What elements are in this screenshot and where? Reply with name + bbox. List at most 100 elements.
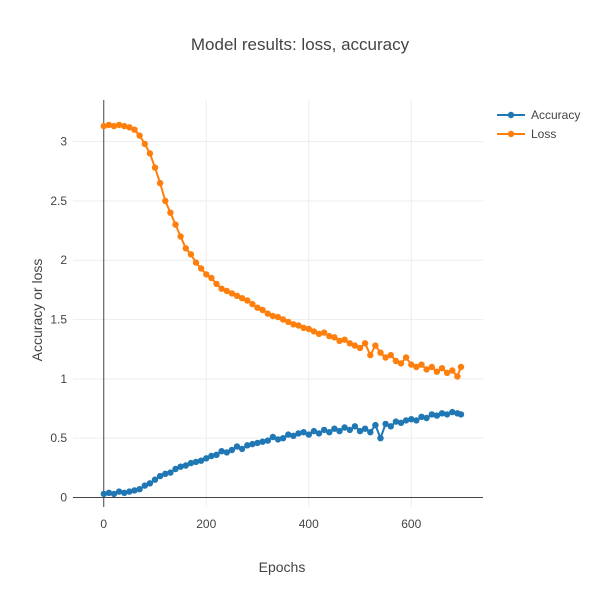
- data-point: [326, 332, 333, 340]
- data-point: [326, 429, 333, 436]
- legend-item-accuracy[interactable]: Accuracy: [497, 108, 580, 122]
- data-point: [151, 164, 159, 171]
- y-tick-label: 2: [60, 253, 67, 267]
- data-point: [428, 411, 435, 418]
- data-point: [331, 425, 338, 432]
- data-point: [105, 121, 113, 129]
- data-point: [351, 342, 359, 349]
- data-point: [438, 410, 446, 417]
- axes-layer: 0 200 400 600 0 0.5 1 1.5 2 2.5 3: [50, 100, 483, 531]
- data-point: [428, 363, 435, 371]
- data-point: [449, 367, 456, 374]
- data-point: [449, 408, 456, 416]
- data-point: [264, 437, 271, 444]
- data-point: [443, 369, 451, 377]
- data-point: [443, 411, 451, 418]
- data-point: [310, 427, 318, 435]
- data-point: [305, 325, 312, 333]
- data-point: [377, 435, 384, 442]
- data-point: [238, 295, 246, 302]
- data-point: [438, 365, 446, 372]
- data-point: [367, 429, 374, 436]
- series-layer: [100, 121, 465, 498]
- y-tick-label: 3: [60, 135, 67, 149]
- data-point: [167, 469, 174, 476]
- data-point: [315, 430, 323, 437]
- data-point: [177, 233, 184, 240]
- data-point: [377, 349, 384, 356]
- data-point: [305, 431, 312, 438]
- data-point: [156, 472, 164, 480]
- data-point: [131, 487, 138, 494]
- data-point: [254, 439, 261, 447]
- data-point: [192, 259, 200, 266]
- data-point: [228, 446, 236, 454]
- data-point: [208, 452, 215, 460]
- data-point: [146, 480, 154, 487]
- data-point: [290, 321, 297, 328]
- data-point: [269, 433, 277, 441]
- series-loss: [100, 121, 465, 380]
- data-point: [295, 322, 302, 329]
- data-point: [457, 363, 465, 371]
- x-tick-label: 200: [196, 517, 216, 531]
- legend-swatch-marker: [507, 111, 515, 119]
- data-point: [249, 300, 256, 308]
- data-point: [213, 280, 220, 288]
- data-point: [285, 318, 292, 326]
- data-point: [310, 328, 318, 335]
- data-point: [187, 251, 195, 258]
- data-point: [336, 337, 343, 345]
- data-point: [418, 413, 425, 420]
- data-point: [433, 412, 441, 419]
- data-point: [141, 482, 148, 489]
- data-point: [244, 297, 251, 304]
- data-point: [126, 124, 133, 131]
- data-point: [203, 271, 210, 278]
- data-point: [279, 435, 287, 442]
- data-point: [223, 449, 230, 456]
- data-point: [254, 304, 261, 311]
- data-point: [392, 357, 400, 365]
- data-point: [249, 440, 256, 448]
- data-point: [320, 329, 328, 336]
- data-point: [126, 488, 133, 495]
- data-point: [351, 423, 359, 430]
- data-point: [341, 336, 348, 343]
- data-point: [187, 459, 195, 467]
- data-point: [136, 486, 143, 493]
- data-point: [182, 245, 189, 252]
- data-point: [300, 429, 307, 436]
- data-point: [162, 197, 169, 205]
- data-point: [457, 411, 465, 418]
- data-point: [382, 354, 389, 361]
- data-point: [320, 426, 328, 434]
- legend-item-loss[interactable]: Loss: [497, 127, 556, 141]
- data-point: [218, 285, 225, 292]
- x-axis-title: Epochs: [259, 559, 306, 575]
- y-tick-label: 1: [60, 372, 67, 386]
- y-tick-label: 1.5: [50, 313, 67, 327]
- data-point: [423, 414, 430, 422]
- data-point: [213, 451, 220, 458]
- data-point: [413, 363, 420, 371]
- data-point: [392, 418, 400, 425]
- data-point: [136, 132, 143, 139]
- data-point: [413, 417, 420, 424]
- data-point: [387, 351, 394, 359]
- data-point: [397, 360, 405, 367]
- y-tick-label: 0.5: [50, 431, 67, 445]
- data-point: [233, 443, 241, 450]
- data-point: [115, 488, 123, 495]
- data-point: [269, 312, 277, 320]
- legend-label: Accuracy: [531, 108, 580, 122]
- data-point: [182, 462, 189, 469]
- data-point: [285, 431, 292, 438]
- grid-layer: [73, 100, 483, 507]
- data-point: [408, 416, 415, 423]
- data-point: [315, 330, 323, 337]
- data-point: [361, 425, 369, 432]
- data-point: [115, 121, 123, 129]
- data-point: [454, 373, 461, 380]
- data-point: [397, 419, 405, 426]
